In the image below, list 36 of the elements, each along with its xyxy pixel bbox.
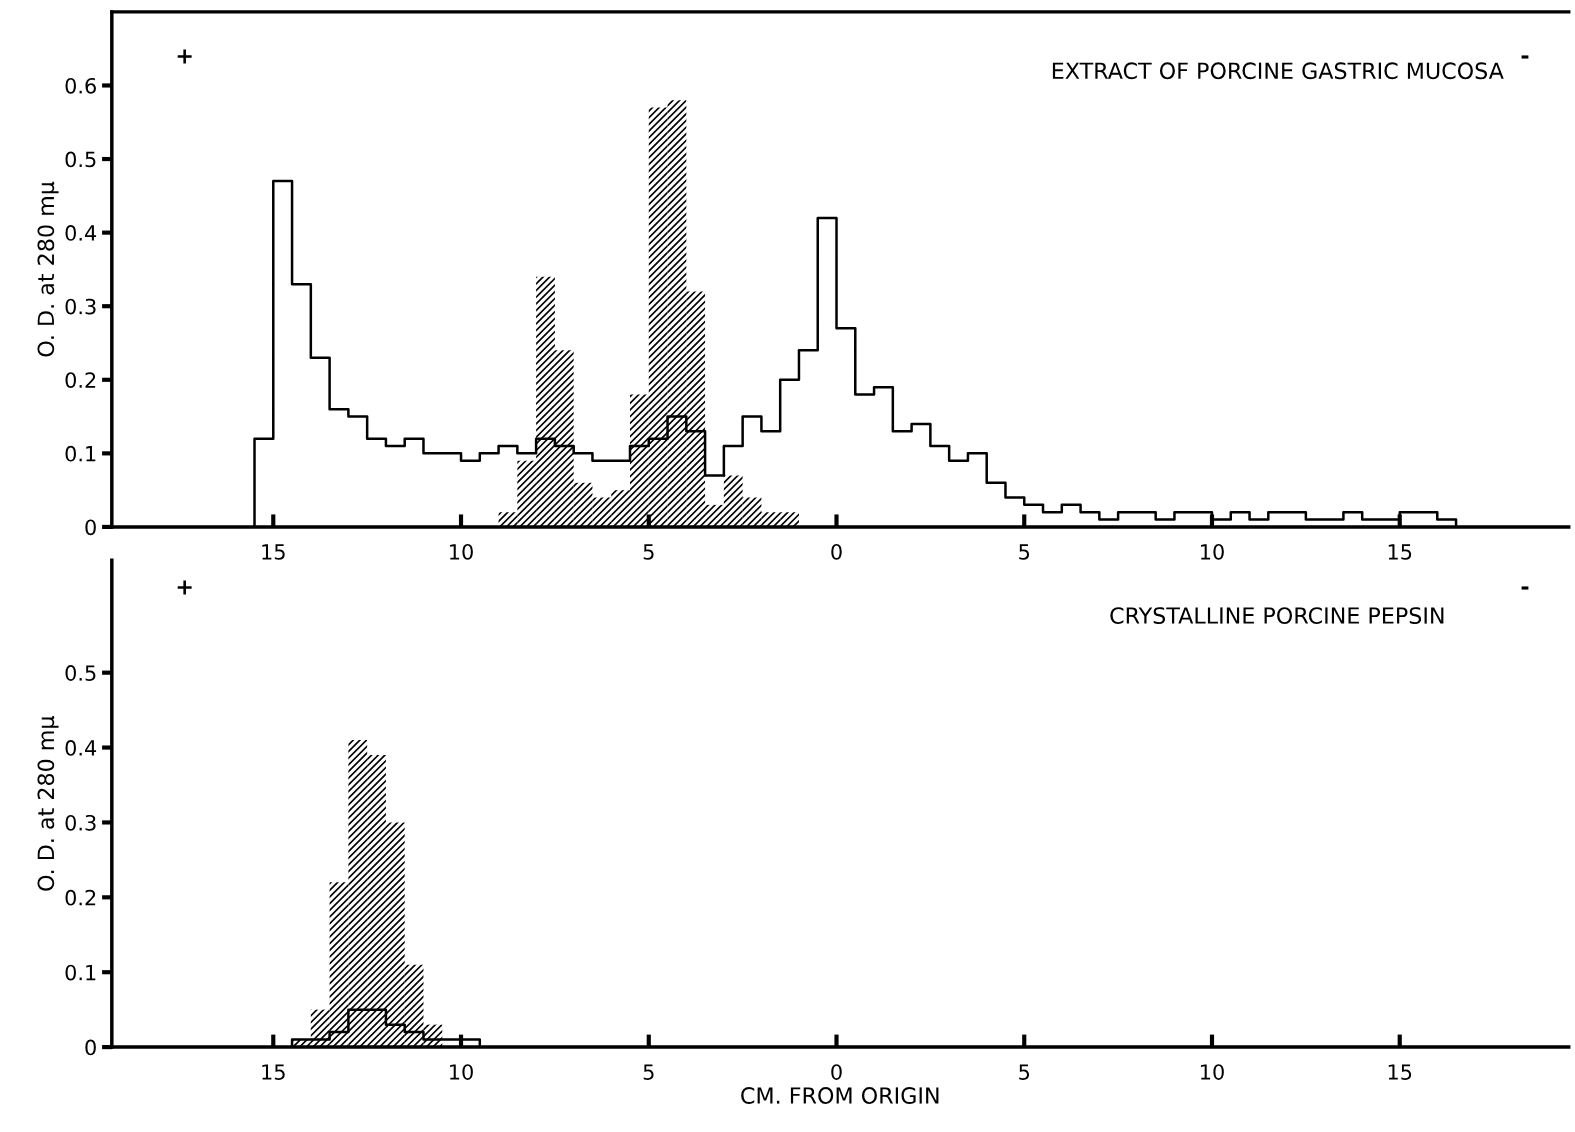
x-tick-label: 15	[262, 1064, 285, 1080]
x-tick-label: 10	[1201, 543, 1224, 560]
x-tick-label: 5	[1019, 544, 1030, 560]
y-tick-label: 0.2	[65, 372, 96, 388]
x-tick-label: 5	[643, 1064, 654, 1080]
text: EXTRACT OF PORCINE GASTRIC MUCOSA	[1052, 62, 1504, 80]
y-tick-label: 0.3	[65, 814, 96, 831]
y-tick-label: 0.1	[65, 964, 96, 981]
y-tick-label: 0.1	[65, 445, 96, 462]
y-tick-label: 0.5	[65, 151, 96, 168]
text: CRYSTALLINE PORCINE PEPSIN	[1110, 607, 1444, 624]
x-tick-label: 5	[643, 544, 654, 560]
x-tick-label: 10	[450, 543, 473, 560]
y-tick-label: 0	[85, 519, 96, 536]
y-axis-title: O. D. at 280 mμ	[37, 181, 59, 357]
x-tick-label: 15	[1388, 544, 1412, 560]
y-tick-label: 0.5	[65, 665, 96, 681]
y-tick-label: 0.4	[65, 225, 97, 241]
x-tick-label: 0	[831, 543, 842, 560]
x-tick-label: 10	[1201, 1064, 1224, 1080]
annotation: -	[1521, 586, 1529, 590]
y-tick-label: 0.6	[65, 77, 96, 94]
annotation: -	[1521, 55, 1529, 59]
y-tick-label: 0	[85, 1039, 96, 1056]
y-tick-label: 0.2	[65, 889, 96, 906]
x-tick-label: 15	[1388, 1064, 1412, 1080]
y-tick-label: 0.3	[65, 298, 96, 315]
x-axis-title: CM. FROM ORIGIN	[741, 1087, 939, 1104]
y-axis-title: O. D. at 280 mμ	[37, 715, 59, 891]
x-tick-label: 10	[450, 1064, 473, 1080]
annotation: +	[177, 580, 192, 595]
x-tick-label: 5	[1019, 1064, 1030, 1080]
annotation: +	[177, 49, 192, 64]
x-tick-label: 15	[262, 544, 285, 560]
x-tick-label: 0	[831, 1064, 842, 1080]
y-tick-label: 0.4	[65, 740, 97, 756]
